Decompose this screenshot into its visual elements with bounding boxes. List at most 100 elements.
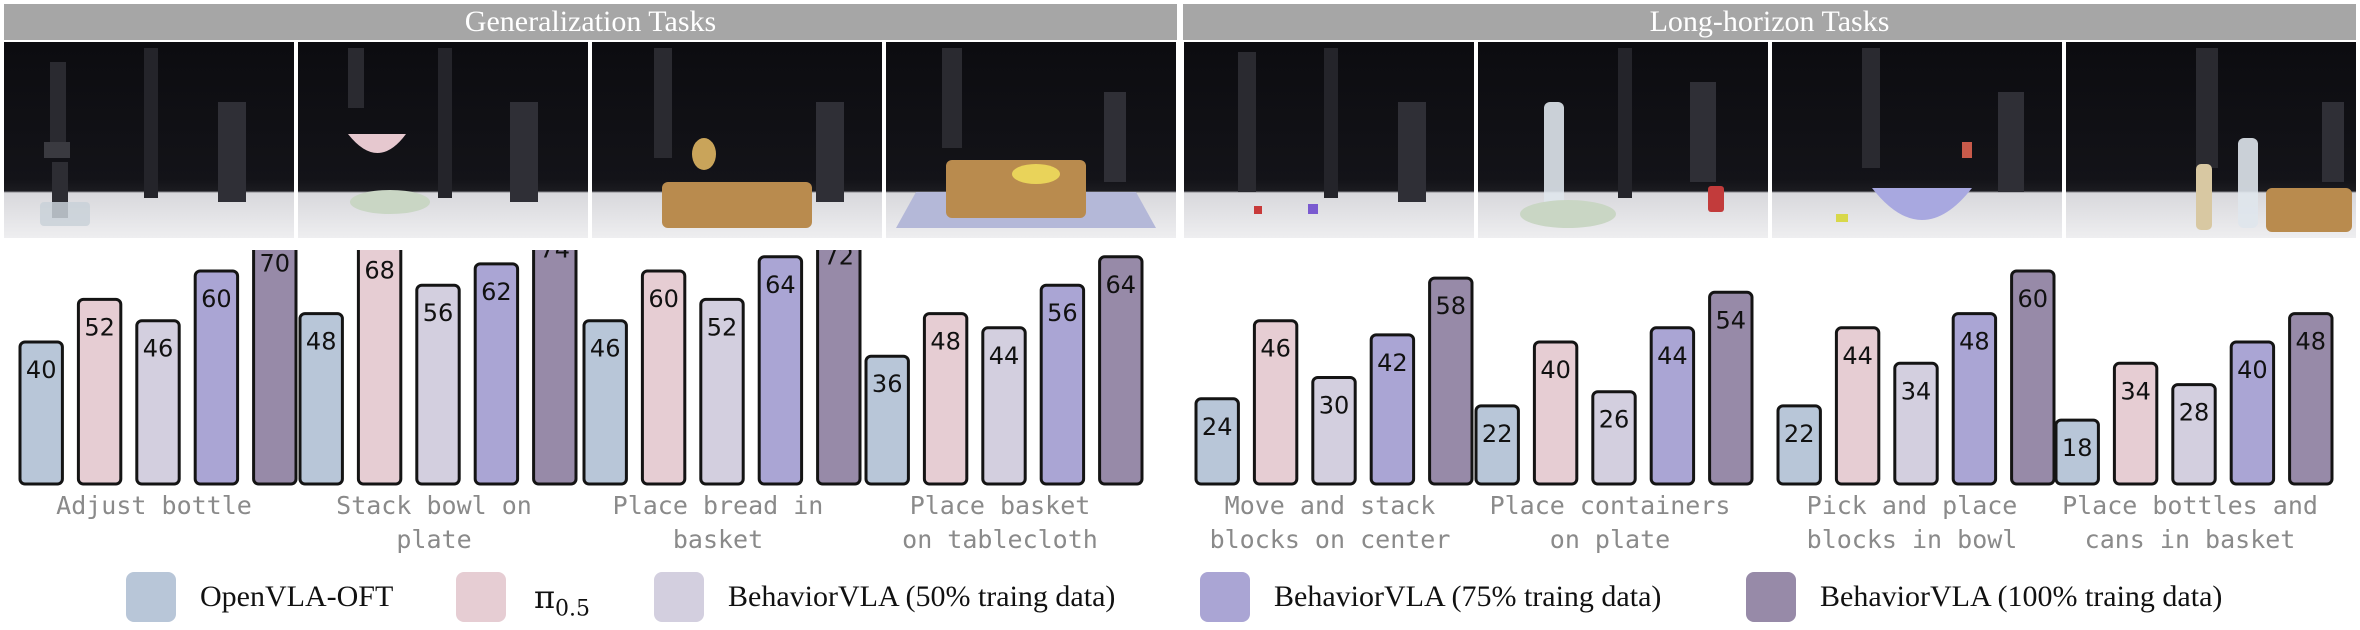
task-group-7: 18 34 28 40 48 Place bottles and cans in baske… (2054, 312, 2334, 554)
bar-value-label: 60 (2018, 285, 2049, 313)
bar-value-label: 60 (648, 285, 679, 313)
bar-task5-series2 (1591, 390, 1637, 486)
bar-task3-series0 (864, 354, 910, 486)
task-photo-place-containers (1478, 42, 1768, 238)
task-photo-adjust-bottle (4, 42, 294, 238)
bar-value-label: 58 (1436, 292, 1467, 320)
bar-value-label: 70 (260, 250, 291, 278)
bar-task1-series3 (473, 262, 520, 486)
bar-value-label: 56 (1047, 299, 1078, 327)
task-photo-place-bottles (2066, 42, 2356, 238)
task-label-line: Place containers (1490, 491, 1731, 520)
bar-value-label: 40 (1540, 356, 1571, 384)
bar-task3-series1 (922, 312, 969, 486)
task-label-line: cans in basket (2085, 525, 2296, 554)
bar-task4-series4 (1428, 276, 1474, 486)
bar-task3-series2 (981, 326, 1027, 486)
scene-move-stack-blocks (1238, 48, 1426, 214)
bar-task6-series0 (1776, 404, 1822, 486)
bar-task5-series1 (1532, 340, 1579, 486)
task-photo-place-bread (592, 42, 882, 238)
bar-task1-series0 (298, 312, 344, 486)
bar-task6-series3 (1951, 312, 1998, 486)
bar-value-label: 40 (2237, 356, 2268, 384)
bar-value-label: 46 (590, 335, 621, 363)
legend-label-behaviorvla-50: BehaviorVLA (50% traing data) (728, 580, 1116, 613)
bar-task1-series1 (356, 250, 403, 486)
bar-task7-series0 (2054, 418, 2100, 486)
task-label-line: blocks on center (1210, 525, 1451, 554)
bar-task5-series4 (1708, 290, 1754, 486)
banner-long-horizon: Long-horizon Tasks (1183, 4, 2356, 40)
task-photo-pick-place-blocks (1772, 42, 2062, 238)
task-label-line: on plate (1550, 525, 1670, 554)
bar-task5-series0 (1474, 404, 1520, 486)
scene-adjust-bottle (40, 48, 246, 226)
task-label-line: Stack bowl on (336, 491, 532, 520)
scene-stack-bowl (348, 48, 538, 214)
task-group-4: 24 46 30 42 58 Move and stack blocks on center (1194, 276, 1474, 554)
bar-task0-series4 (252, 250, 298, 486)
bar-task0-series0 (18, 340, 64, 486)
bar-task7-series4 (2288, 312, 2334, 486)
task-label-line: plate (396, 525, 471, 554)
task-label-line: Place bread in (613, 491, 824, 520)
bar-value-label: 48 (1959, 328, 1990, 356)
bar-value-label: 44 (1657, 342, 1688, 370)
legend-label-pi05: π0.5 (534, 578, 591, 622)
task-label-line: Move and stack (1225, 491, 1436, 520)
bar-value-label: 68 (364, 257, 395, 285)
legend-swatch-pi05 (456, 572, 506, 622)
task-group-2: 46 60 52 64 72 Place bread in basket (582, 250, 862, 554)
bar-value-label: 46 (143, 335, 174, 363)
legend-label-openvla-oft: OpenVLA-OFT (200, 580, 394, 613)
bar-task1-series4 (532, 250, 578, 486)
legend-swatch-behaviorvla-75 (1200, 572, 1250, 622)
bar-task3-series3 (1039, 283, 1086, 486)
bar-value-label: 64 (765, 271, 796, 299)
bar-value-label: 42 (1377, 349, 1408, 377)
bar-value-label: 26 (1599, 406, 1630, 434)
legend-swatch-behaviorvla-100 (1746, 572, 1796, 622)
bar-value-label: 52 (707, 313, 738, 341)
bar-value-label: 56 (423, 299, 454, 327)
bar-value-label: 22 (1482, 420, 1513, 448)
legend-label-behaviorvla-100: BehaviorVLA (100% traing data) (1820, 580, 2223, 613)
bar-value-label: 48 (2296, 328, 2327, 356)
bar-value-label: 48 (306, 328, 337, 356)
bar-task0-series3 (193, 269, 240, 486)
bar-value-label: 74 (540, 250, 571, 263)
bar-task0-series1 (76, 297, 123, 486)
legend-swatch-behaviorvla-50 (654, 572, 704, 622)
bar-task6-series2 (1893, 361, 1939, 486)
task-photo-place-basket (886, 42, 1176, 238)
bar-value-label: 46 (1260, 335, 1291, 363)
bar-value-label: 54 (1716, 306, 1747, 334)
legend: OpenVLA-OFT π0.5 BehaviorVLA (50% traing… (0, 572, 2360, 622)
bar-value-label: 72 (824, 250, 855, 270)
bar-task3-series4 (1098, 255, 1144, 486)
task-group-6: 22 44 34 48 60 Pick and place blocks in bowl (1776, 269, 2056, 554)
bar-task6-series1 (1834, 326, 1881, 486)
bar-value-label: 64 (1106, 271, 1137, 299)
scene-place-basket (896, 48, 1156, 228)
bar-value-label: 30 (1319, 392, 1350, 420)
task-label-line: Adjust bottle (56, 491, 252, 520)
task-group-3: 36 48 44 56 64 Place basket on tablecloth (864, 255, 1144, 554)
scene-place-containers (1520, 48, 1724, 228)
bar-value-label: 24 (1202, 413, 1233, 441)
bar-task2-series0 (582, 319, 628, 486)
bar-value-label: 36 (872, 370, 903, 398)
legend-label-behaviorvla-75: BehaviorVLA (75% traing data) (1274, 580, 1662, 613)
task-group-0: 40 52 46 60 70 Adjust bottle (18, 250, 298, 520)
bar-value-label: 18 (2062, 434, 2093, 462)
bar-value-label: 44 (989, 342, 1020, 370)
bar-task2-series4 (816, 250, 862, 486)
task-label-line: Place bottles and (2062, 491, 2318, 520)
bar-task4-series3 (1369, 333, 1416, 486)
bar-value-label: 62 (481, 278, 512, 306)
bar-task5-series3 (1649, 326, 1696, 486)
task-photo-stack-bowl (298, 42, 588, 238)
task-label-line: blocks in bowl (1807, 525, 2018, 554)
bar-task2-series1 (640, 269, 687, 486)
